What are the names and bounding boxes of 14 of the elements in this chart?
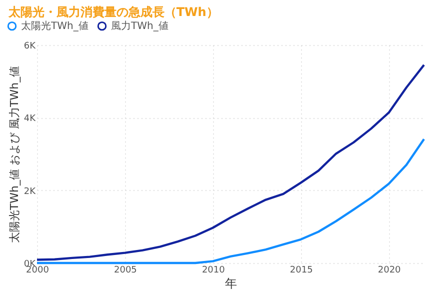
x-tick-label: 2005: [114, 266, 137, 276]
y-tick-label: 2K: [24, 186, 37, 197]
legend-label: 風力TWh_値: [111, 20, 168, 32]
x-tick-label: 2020: [378, 266, 402, 276]
y-tick-label: 6K: [24, 42, 37, 52]
chart-title: 太陽光・風力消費量の急成長（TWh）: [7, 5, 218, 19]
x-axis-title: 年: [225, 276, 237, 290]
legend-label: 太陽光TWh_値: [21, 20, 88, 32]
line-series: [36, 64, 426, 261]
x-tick-label: 2000: [26, 266, 50, 276]
y-tick-label: 4K: [24, 114, 37, 124]
y-axis-title: 太陽光TWh_値 および 風力TWh_値: [8, 66, 21, 244]
x-tick-label: 2010: [202, 266, 226, 276]
x-tick-label: 2015: [290, 266, 313, 276]
